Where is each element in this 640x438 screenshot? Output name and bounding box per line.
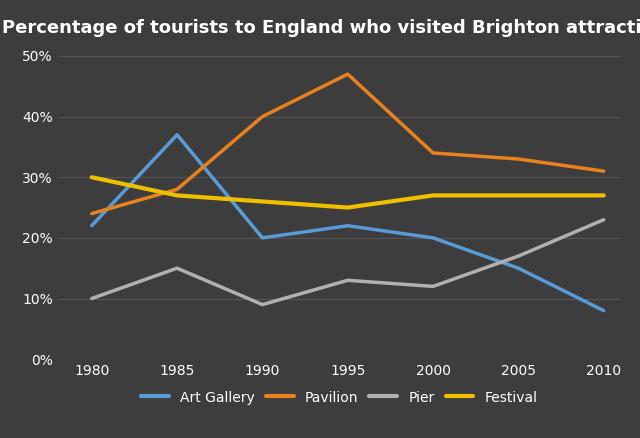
Legend: Art Gallery, Pavilion, Pier, Festival: Art Gallery, Pavilion, Pier, Festival bbox=[137, 387, 541, 409]
Title: Percentage of tourists to England who visited Brighton attractions: Percentage of tourists to England who vi… bbox=[2, 19, 640, 37]
